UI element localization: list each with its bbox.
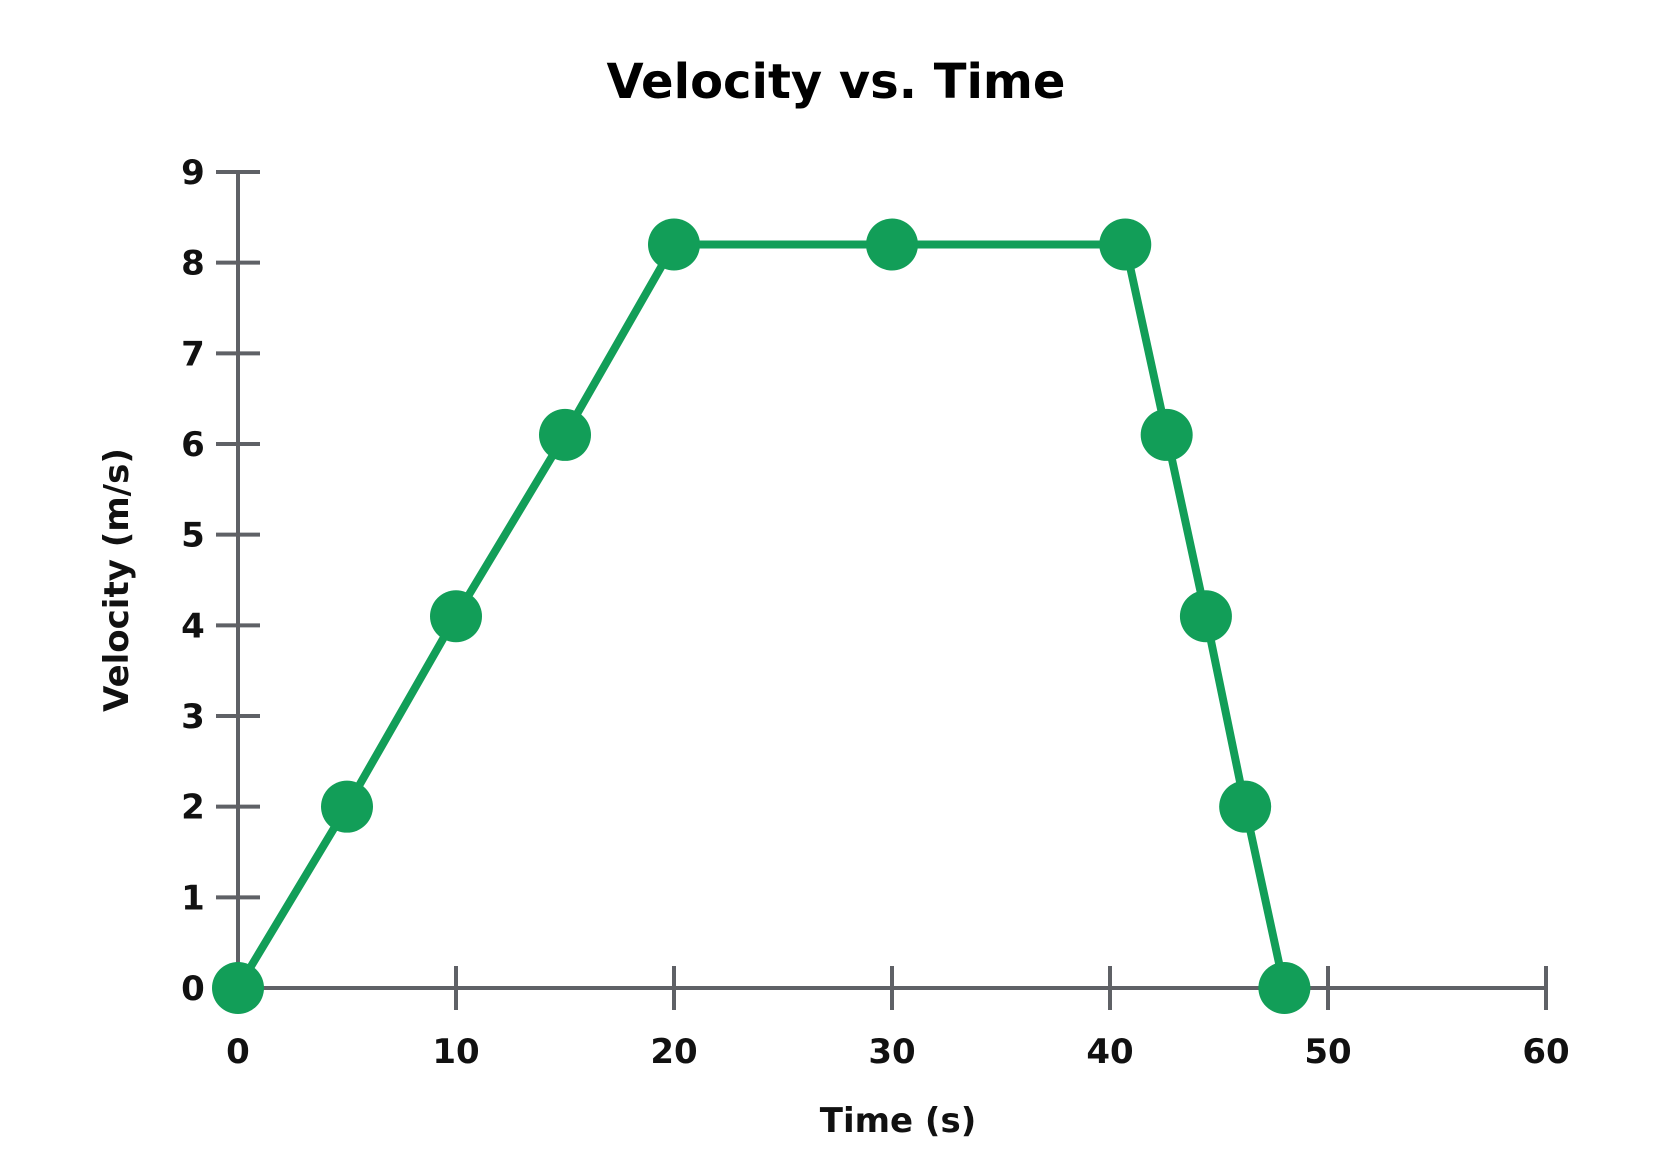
axes: 0 10 20 30 40 50 60 0 1 2 3 4 5 6 7 8 9: [181, 153, 1570, 1072]
x-tick-label: 10: [432, 1032, 479, 1072]
y-tick-label: 6: [181, 425, 205, 465]
data-point: [539, 408, 591, 461]
x-tick-label: 60: [1522, 1032, 1569, 1072]
data-point: [1219, 780, 1272, 833]
data-point: [1099, 218, 1152, 271]
data-point: [1179, 590, 1232, 643]
y-tick-label: 9: [181, 153, 205, 193]
y-tick-label: 0: [181, 969, 205, 1009]
data-point: [866, 218, 918, 271]
x-tick-label: 50: [1304, 1032, 1351, 1072]
series-line: [234, 240, 1289, 991]
data-point: [1258, 962, 1311, 1014]
x-tick-label: 20: [650, 1032, 697, 1072]
x-tick-label: 40: [1086, 1032, 1133, 1072]
x-tick-label: 30: [868, 1032, 915, 1072]
y-tick-label: 2: [181, 788, 205, 828]
y-tick-label: 3: [181, 697, 205, 737]
x-axis-title: Time (s): [820, 1101, 977, 1141]
y-tick-label: 7: [181, 334, 205, 374]
x-tick-label: 0: [226, 1032, 250, 1072]
plot-area: [212, 218, 1311, 1014]
y-axis-title: Velocity (m/s): [97, 448, 137, 712]
data-point: [430, 590, 482, 643]
y-tick-label: 4: [181, 606, 205, 646]
y-tick-label: 8: [181, 244, 205, 284]
y-tick-label: 5: [181, 516, 205, 556]
y-tick-label: 1: [181, 878, 205, 918]
data-point: [212, 962, 264, 1014]
chart-title: Velocity vs. Time: [607, 54, 1066, 110]
data-point: [321, 780, 373, 833]
data-point: [1140, 408, 1193, 461]
data-point: [648, 218, 700, 271]
